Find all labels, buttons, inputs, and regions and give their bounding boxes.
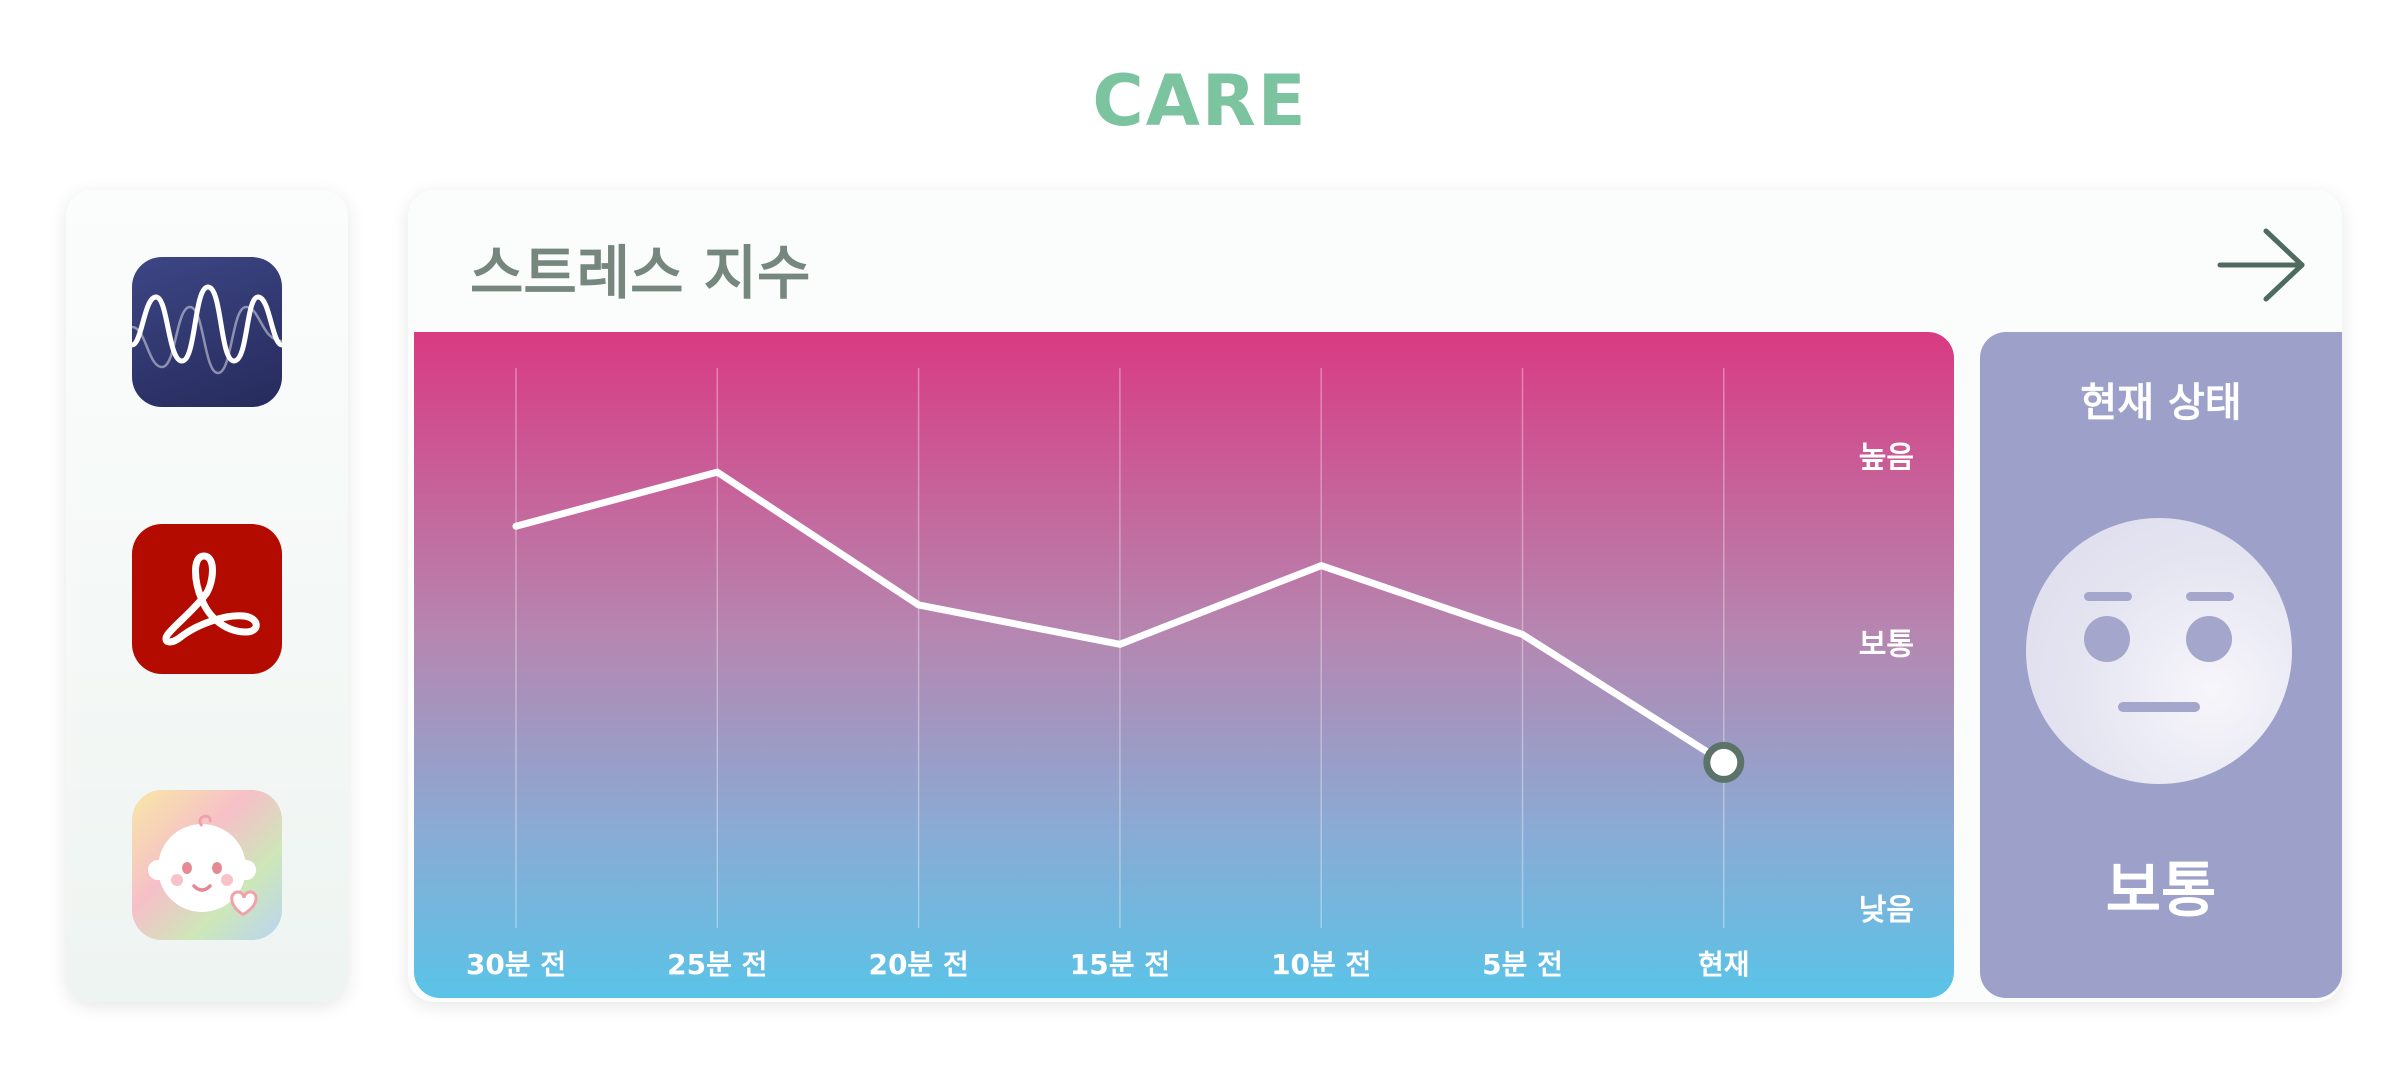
x-tick-label: 20분 전 xyxy=(868,948,968,981)
open-details-button[interactable] xyxy=(2212,220,2312,310)
arrow-right-icon xyxy=(2217,228,2305,302)
x-tick-label: 15분 전 xyxy=(1070,948,1170,981)
stress-index-card: 스트레스 지수 30분 전 25분 전 20분 전 15분 전 10분 전 5분 전 현재 높… xyxy=(408,190,2342,1002)
current-point-marker xyxy=(1703,741,1745,783)
y-level-label: 보통 xyxy=(1859,627,1914,662)
app-dock xyxy=(66,190,348,1002)
waveform-app-icon[interactable] xyxy=(132,257,282,407)
brand-title: CARE xyxy=(1092,60,1308,142)
current-status-panel: 현재 상태 보통 xyxy=(1980,332,2342,998)
y-level-label: 높음 xyxy=(1859,440,1914,475)
stress-series-line xyxy=(512,468,1728,766)
x-tick-label: 30분 전 xyxy=(466,948,566,981)
neutral-face-icon xyxy=(2026,518,2292,784)
stress-index-title: 스트레스 지수 xyxy=(470,239,811,307)
current-status-value: 보통 xyxy=(2105,856,2217,926)
x-tick-label: 10분 전 xyxy=(1271,948,1371,981)
x-tick-label: 25분 전 xyxy=(667,948,767,981)
current-status-title: 현재 상태 xyxy=(2080,380,2242,426)
baby-care-app-icon[interactable] xyxy=(132,790,282,940)
x-tick-label: 현재 xyxy=(1698,948,1750,981)
x-tick-label: 5분 전 xyxy=(1482,948,1563,981)
acrobat-app-icon[interactable] xyxy=(132,524,282,674)
y-level-label: 낮음 xyxy=(1859,893,1914,928)
